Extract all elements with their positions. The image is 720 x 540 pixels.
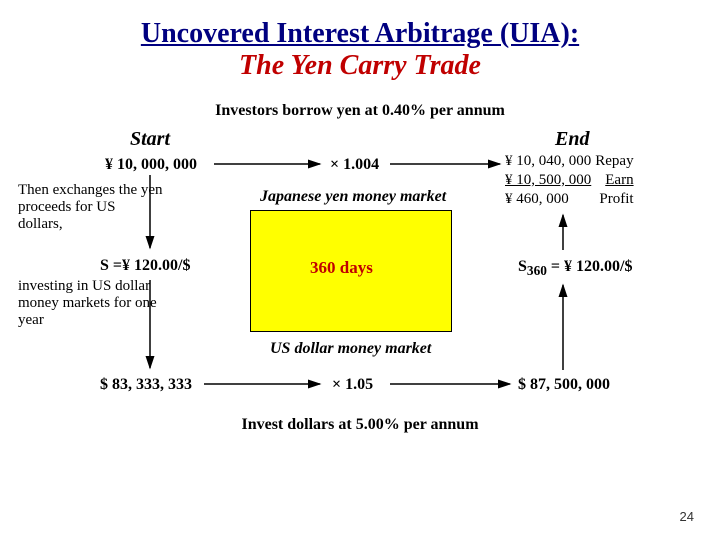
forward-rate: S360 = ¥ 120.00/$ xyxy=(518,258,632,279)
title-line-1: Uncovered Interest Arbitrage (UIA): xyxy=(0,18,720,50)
repay-lbl-3: Profit xyxy=(595,190,637,209)
usd-end-amount: $ 87, 500, 000 xyxy=(518,376,610,394)
days-label: 360 days xyxy=(310,258,373,278)
exchange-note: Then exchanges the yen proceeds for US d… xyxy=(18,182,163,233)
title-line-2: The Yen Carry Trade xyxy=(0,50,720,82)
yen-start-amount: ¥ 10, 000, 000 xyxy=(105,156,197,174)
repay-amt-2: ¥ 10, 500, 000 xyxy=(505,171,595,190)
usd-multiplier: × 1.05 xyxy=(332,376,373,394)
us-market-label: US dollar money market xyxy=(270,340,431,358)
repay-lbl-1: Repay xyxy=(595,152,637,171)
spot-rate: S =¥ 120.00/$ xyxy=(100,257,190,275)
repay-block: ¥ 10, 040, 000Repay ¥ 10, 500, 000Earn ¥… xyxy=(505,152,638,209)
borrow-text: Investors borrow yen at 0.40% per annum xyxy=(0,102,720,120)
usd-start-amount: $ 83, 333, 333 xyxy=(100,376,192,394)
invest-us-note: investing in US dollar money markets for… xyxy=(18,278,158,329)
yen-market-label: Japanese yen money market xyxy=(260,188,446,206)
yen-multiplier: × 1.004 xyxy=(330,156,379,174)
repay-amt-1: ¥ 10, 040, 000 xyxy=(505,152,595,171)
page-number: 24 xyxy=(680,509,694,524)
repay-lbl-2: Earn xyxy=(595,171,637,190)
invest-dollars-text: Invest dollars at 5.00% per annum xyxy=(0,416,720,434)
start-label: Start xyxy=(130,128,170,151)
repay-amt-3: ¥ 460, 000 xyxy=(505,190,595,209)
end-label: End xyxy=(555,128,589,151)
